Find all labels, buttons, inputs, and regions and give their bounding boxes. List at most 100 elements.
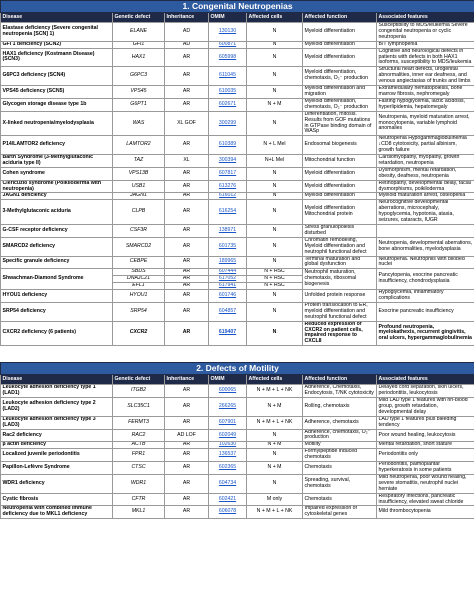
affected-function: Chemotaxis: [302, 492, 377, 507]
associated-features: Neutropenia. Neutrophils with bilobed nu…: [375, 255, 474, 270]
affected-cells: M only: [246, 492, 303, 507]
omim-link[interactable]: 606078: [208, 505, 247, 520]
section-banner: 2. Defects of Motility: [0, 362, 474, 376]
column-header: Inheritance: [164, 12, 209, 23]
column-header: Associated features: [375, 12, 474, 23]
disease: HAX1 deficiency (Kostmann Disease) (SCN3…: [0, 47, 113, 68]
disease: GFI 1 deficiency (SCN2): [0, 40, 113, 49]
disease: Localized juvenile periodontitis: [0, 448, 113, 463]
disease: HYOU1 deficiency: [0, 289, 113, 303]
table-row: CXCR2 deficiency (6 patients) CXCR2 AR 6194…: [0, 320, 474, 347]
genetic-defect: GFI1: [112, 40, 165, 49]
header-row: Disease Genetic defect Inheritance OMIM Affe…: [0, 12, 474, 23]
omim-link[interactable]: 617052: [208, 275, 247, 284]
omim-link[interactable]: 610389: [208, 135, 247, 156]
affected-cells: N: [246, 199, 303, 225]
associated-features: Fasting hypoglycemia, lactic acidosis, h…: [375, 97, 474, 112]
omim-link[interactable]: 602671: [208, 97, 247, 112]
affected-cells: N: [246, 40, 303, 49]
associated-features: Respiratory infections, pancreatic insuf…: [375, 492, 474, 507]
table-row: P14/LAMTOR2 deficiency LAMTOR2 AR 610389 N +…: [0, 135, 474, 156]
disease: Elastase deficiency (Severe congenital n…: [0, 22, 113, 42]
header-row: Disease Genetic defect Inheritance OMIM Affe…: [0, 374, 474, 386]
disease: Glycogen storage disease type 1b: [0, 97, 113, 112]
affected-function: Stress granulopoiesis disturbed: [302, 224, 377, 238]
affected-cells: N + M + L + NK: [246, 384, 303, 399]
inheritance: AR: [164, 47, 209, 68]
inheritance: AR: [164, 179, 209, 194]
omim-link[interactable]: 138971: [208, 224, 247, 238]
omim-link[interactable]: 607817: [208, 166, 247, 181]
affected-cells: N: [246, 289, 303, 303]
genetic-defect: EFL1: [112, 282, 165, 291]
disease: Cohen syndrome: [0, 166, 113, 181]
omim-link[interactable]: 266265: [208, 397, 247, 417]
inheritance: AR: [164, 66, 209, 87]
inheritance: AR: [164, 192, 209, 201]
affected-cells: N: [246, 166, 303, 181]
table-row: HAX1 deficiency (Kostmann Disease) (SCN3…: [0, 47, 474, 68]
omim-link[interactable]: 607444: [208, 268, 247, 277]
omim-link[interactable]: 607901: [208, 415, 247, 430]
omim-link[interactable]: 616012: [208, 192, 247, 201]
inheritance: AR: [164, 85, 209, 99]
disease: Papillon-Lefèvre Syndrome: [0, 461, 113, 475]
column-header: OMIM: [208, 374, 247, 386]
table-row: Cystic fibrosis CFTR AR 602421 M only Chemota…: [0, 492, 474, 507]
omim-link[interactable]: 300299: [208, 110, 247, 137]
omim-link[interactable]: 600871: [208, 40, 247, 49]
associated-features: Mild neutropenia, poor wound healing, se…: [375, 473, 474, 494]
disease: Cystic fibrosis: [0, 492, 113, 507]
omim-link[interactable]: 619407: [208, 320, 247, 347]
inheritance: AR: [164, 397, 209, 417]
inheritance: AD LOF: [164, 428, 209, 443]
inheritance: AR: [164, 448, 209, 463]
inheritance: XL: [164, 154, 209, 168]
omim-link[interactable]: 604734: [208, 473, 247, 494]
omim-link[interactable]: 605998: [208, 47, 247, 68]
omim-link[interactable]: 616254: [208, 199, 247, 225]
affected-cells: N: [246, 301, 303, 322]
disease: Leukocyte adhesion deficiency type 2 (LA…: [0, 397, 113, 417]
associated-features: Susceptibility to MDS/leukemia Severe co…: [375, 22, 474, 42]
affected-function: Motility: [302, 441, 377, 450]
omim-link[interactable]: 617941: [208, 282, 247, 291]
affected-function: Impaired expression of cytoskeletal gene…: [302, 505, 377, 520]
affected-cells: N + M: [246, 441, 303, 450]
inheritance: AR: [164, 268, 209, 277]
genetic-defect: FERMT3: [112, 415, 165, 430]
omim-link[interactable]: 602421: [208, 492, 247, 507]
omim-link[interactable]: 300394: [208, 154, 247, 168]
column-header: Associated features: [375, 374, 474, 386]
inheritance: AR: [164, 282, 209, 291]
omim-link[interactable]: 136537: [208, 448, 247, 463]
genetic-defect: DNAJC21: [112, 275, 165, 284]
omim-link[interactable]: 610035: [208, 85, 247, 99]
affected-function: Myeloid differentiation Mitochondrial pr…: [302, 199, 377, 225]
omim-link[interactable]: 613276: [208, 179, 247, 194]
disease: 3-Methylglutaconic aciduria: [0, 199, 113, 225]
omim-link[interactable]: 602049: [208, 428, 247, 443]
omim-link[interactable]: 604857: [208, 301, 247, 322]
affected-cells: N: [246, 224, 303, 238]
inheritance: AR: [164, 236, 209, 257]
omim-link[interactable]: 611045: [208, 66, 247, 87]
genetic-defect: VPS13B: [112, 166, 165, 181]
table-row: Papillon-Lefèvre Syndrome CTSC AR 602365 N +…: [0, 461, 474, 475]
omim-link[interactable]: 600065: [208, 384, 247, 399]
genetic-defect: ELANE: [112, 22, 165, 42]
omim-link[interactable]: 130130: [208, 22, 247, 42]
affected-function: Terminal maturation and global dysfuncti…: [302, 255, 377, 270]
column-header: Affected function: [302, 374, 377, 386]
omim-link[interactable]: 601746: [208, 289, 247, 303]
table-row: Leukocyte adhesion deficiency type 1 (LA…: [0, 384, 474, 399]
omim-link[interactable]: 601735: [208, 236, 247, 257]
affected-cells: N: [246, 448, 303, 463]
inheritance: AR: [164, 492, 209, 507]
genetic-defect: JAGN1: [112, 192, 165, 201]
omim-link[interactable]: 102630: [208, 441, 247, 450]
associated-features: Mild thrombocytopenia: [375, 505, 474, 520]
affected-cells: N: [246, 66, 303, 87]
omim-link[interactable]: 602365: [208, 461, 247, 475]
omim-link[interactable]: 189965: [208, 255, 247, 270]
